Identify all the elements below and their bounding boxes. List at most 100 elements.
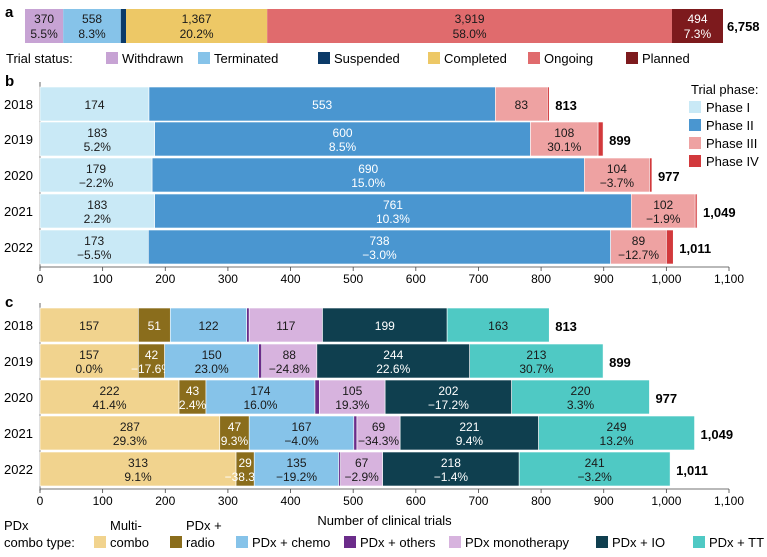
b-bar-change: −1.9% xyxy=(646,212,681,226)
b-bar-segment xyxy=(584,157,650,193)
x-tick-label: 700 xyxy=(468,272,488,286)
c-bar-change: 16.0% xyxy=(243,398,277,412)
c-year-label: 2022 xyxy=(4,462,33,477)
b-bar-segment xyxy=(39,157,153,193)
b-bar-change: 10.3% xyxy=(376,212,410,226)
legend-a-swatch xyxy=(626,52,638,64)
c-year-label: 2021 xyxy=(4,426,33,441)
b-bar-change: −2.2% xyxy=(79,176,114,190)
c-bar-value: 122 xyxy=(198,319,218,333)
legend-a-label: Completed xyxy=(444,51,507,66)
c-bar-segment xyxy=(39,451,237,487)
c-bar-segment xyxy=(39,379,180,415)
c-bar-segment xyxy=(248,415,355,451)
b-year-label: 2021 xyxy=(4,204,33,219)
c-bar-segment xyxy=(258,343,263,379)
c-year-label: 2019 xyxy=(4,354,33,369)
c-bar-value: 69 xyxy=(372,420,386,434)
c-bar-change: −17.2% xyxy=(428,398,469,412)
c-bar-value: 150 xyxy=(202,348,222,362)
c-bar-change: −1.4% xyxy=(434,470,469,484)
b-bar-segment xyxy=(39,86,150,122)
c-bar-value: 249 xyxy=(607,420,627,434)
b-bar-change: −5.5% xyxy=(77,248,112,262)
b-bar-value: 183 xyxy=(87,126,107,140)
bar-a-label-count: 494 xyxy=(687,12,707,26)
c-bar-value: 222 xyxy=(100,384,120,398)
c-bar-segment xyxy=(39,415,221,451)
legend-a-label: Suspended xyxy=(334,51,400,66)
c-bar-change: 41.4% xyxy=(93,398,127,412)
b-bar-segment xyxy=(154,193,632,229)
bar-a-ongoing xyxy=(267,9,672,43)
c-bar-value: 221 xyxy=(459,420,479,434)
bar-a-label-pct: 5.5% xyxy=(30,27,58,41)
b-bar-segment xyxy=(547,86,550,122)
x-tick-label: 900 xyxy=(594,272,614,286)
legend-c-label: PDx + TT xyxy=(709,535,764,550)
b-bar-segment xyxy=(151,157,585,193)
b-year-label: 2022 xyxy=(4,240,33,255)
legend-a-label: Withdrawn xyxy=(122,51,183,66)
legend-b-swatch xyxy=(689,119,701,131)
legend-c-label: PDx monotherapy xyxy=(465,535,570,550)
c-bar-segment xyxy=(261,343,318,379)
c-bar-value: 29 xyxy=(238,456,252,470)
legend-b-label: Phase III xyxy=(706,136,757,151)
legend-b-swatch xyxy=(689,137,701,149)
x-tick-label: 800 xyxy=(531,494,551,508)
legend-c-label-line2: combo xyxy=(110,535,149,550)
c-bar-total: 977 xyxy=(655,391,677,406)
c-bar-value: 244 xyxy=(383,348,403,362)
panel-a-label: a xyxy=(5,4,14,21)
legend-c-title-line2: combo type: xyxy=(4,535,75,550)
c-bar-value: 202 xyxy=(438,384,458,398)
legend-a-label: Ongoing xyxy=(544,51,593,66)
x-tick-label: 700 xyxy=(468,494,488,508)
c-bar-total: 899 xyxy=(609,355,631,370)
c-bar-change: 23.0% xyxy=(195,362,229,376)
legend-b-swatch xyxy=(689,155,701,167)
legend-a-swatch xyxy=(106,52,118,64)
b-bar-value: 174 xyxy=(84,98,104,112)
x-tick-label: 0 xyxy=(37,494,44,508)
b-bar-change: −3.7% xyxy=(600,176,635,190)
c-bar-segment xyxy=(164,343,259,379)
b-bar-segment xyxy=(610,229,667,265)
c-bar-value: 199 xyxy=(375,319,395,333)
c-bar-segment xyxy=(138,343,165,379)
x-axis-title: Number of clinical trials xyxy=(317,513,452,528)
x-tick-label: 100 xyxy=(93,272,113,286)
x-tick-label: 600 xyxy=(406,272,426,286)
c-bar-change: 29.3% xyxy=(113,434,147,448)
c-bar-value: 157 xyxy=(79,319,99,333)
c-bar-value: 287 xyxy=(120,420,140,434)
b-bar-value: 179 xyxy=(86,162,106,176)
legend-c-label: PDx + others xyxy=(360,535,436,550)
bar-a-label-count: 558 xyxy=(82,12,102,26)
bar-a-label-count: 370 xyxy=(34,12,54,26)
legend-b-label: Phase I xyxy=(706,100,750,115)
b-bar-segment xyxy=(39,193,155,229)
b-bar-segment xyxy=(148,86,496,122)
b-bar-value: 600 xyxy=(333,126,353,140)
c-bar-value: 67 xyxy=(355,456,369,470)
c-bar-value: 163 xyxy=(488,319,508,333)
c-bar-segment xyxy=(511,379,650,415)
c-bar-value: 174 xyxy=(250,384,270,398)
b-bar-segment xyxy=(39,121,155,157)
b-bar-change: 15.0% xyxy=(351,176,385,190)
legend-a-label: Terminated xyxy=(214,51,278,66)
b-bar-change: −3.0% xyxy=(362,248,397,262)
b-bar-value: 173 xyxy=(84,234,104,248)
c-bar-segment xyxy=(399,415,539,451)
bar-a-withdrawn xyxy=(25,9,64,43)
c-bar-total: 1,011 xyxy=(676,463,708,478)
bar-a-terminated xyxy=(63,9,121,43)
legend-b-label: Phase II xyxy=(706,118,754,133)
c-year-label: 2020 xyxy=(4,390,33,405)
legend-c-swatch xyxy=(693,536,705,548)
bar-a-label-pct: 8.3% xyxy=(78,27,106,41)
b-bar-value: 690 xyxy=(358,162,378,176)
